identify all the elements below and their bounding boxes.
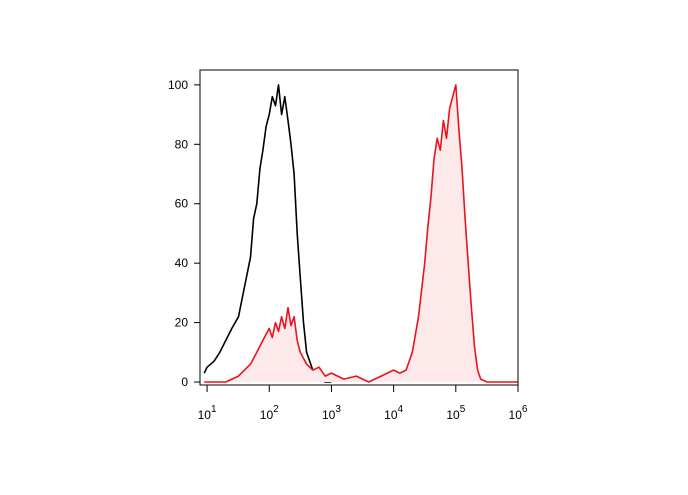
x-tick-exponent: 2 bbox=[273, 404, 279, 415]
x-tick-base: 10 bbox=[384, 408, 398, 422]
y-tick-label: 60 bbox=[175, 197, 189, 211]
x-tick-label: 102 bbox=[260, 404, 279, 422]
x-tick-label: 101 bbox=[198, 404, 217, 422]
x-tick-label: 106 bbox=[509, 404, 528, 422]
histogram-line bbox=[203, 84, 332, 383]
plot-frame bbox=[199, 69, 519, 386]
x-tick-exponent: 4 bbox=[398, 404, 404, 415]
y-tick-label: 0 bbox=[181, 375, 188, 389]
x-tick-exponent: 3 bbox=[335, 404, 341, 415]
x-tick-label: 105 bbox=[446, 404, 465, 422]
x-tick-exponent: 1 bbox=[211, 404, 217, 415]
area-fill bbox=[204, 84, 518, 383]
x-tick-base: 10 bbox=[322, 408, 336, 422]
y-tick-label: 80 bbox=[175, 137, 189, 151]
x-tick-base: 10 bbox=[509, 408, 523, 422]
x-tick-exponent: 6 bbox=[522, 404, 528, 415]
x-tick-base: 10 bbox=[198, 408, 212, 422]
y-tick-label: 20 bbox=[175, 316, 189, 330]
histogram-line bbox=[204, 84, 518, 383]
y-tick-label: 40 bbox=[175, 256, 189, 270]
x-tick-base: 10 bbox=[446, 408, 460, 422]
x-tick-base: 10 bbox=[260, 408, 274, 422]
x-tick-label: 103 bbox=[322, 404, 341, 422]
y-tick-label: 100 bbox=[168, 78, 188, 92]
x-tick-exponent: 5 bbox=[460, 404, 466, 415]
x-tick-label: 104 bbox=[384, 404, 403, 422]
